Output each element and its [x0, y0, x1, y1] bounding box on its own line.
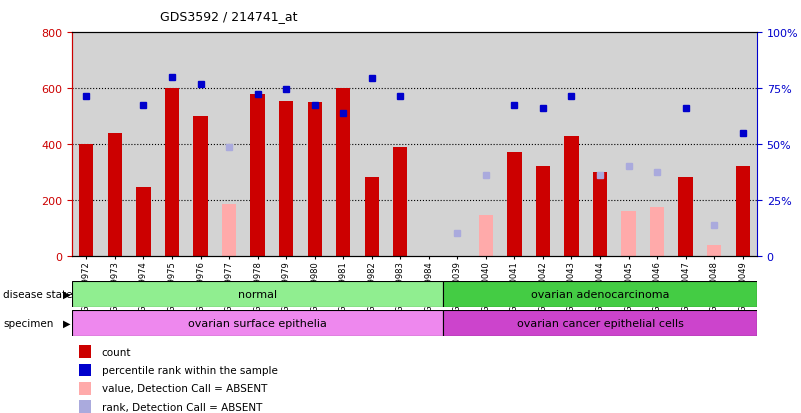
- Bar: [222, 204, 236, 256]
- Text: value, Detection Call = ABSENT: value, Detection Call = ABSENT: [102, 383, 267, 394]
- Bar: [79, 145, 94, 256]
- Bar: [72, 281, 443, 308]
- Text: rank, Detection Call = ABSENT: rank, Detection Call = ABSENT: [102, 402, 262, 412]
- Bar: [79, 382, 91, 395]
- Bar: [393, 147, 408, 256]
- Text: ▶: ▶: [62, 318, 70, 328]
- Text: percentile rank within the sample: percentile rank within the sample: [102, 365, 277, 375]
- Bar: [443, 281, 757, 308]
- Bar: [650, 207, 664, 256]
- Text: ovarian surface epithelia: ovarian surface epithelia: [188, 318, 327, 328]
- Bar: [735, 167, 750, 256]
- Text: normal: normal: [238, 289, 277, 299]
- Bar: [308, 103, 322, 256]
- Text: specimen: specimen: [3, 318, 54, 328]
- Text: ovarian adenocarcinoma: ovarian adenocarcinoma: [531, 289, 670, 299]
- Text: GDS3592 / 214741_at: GDS3592 / 214741_at: [160, 10, 298, 23]
- Bar: [507, 153, 521, 256]
- Bar: [251, 95, 264, 256]
- Bar: [536, 167, 550, 256]
- Bar: [72, 310, 443, 337]
- Bar: [622, 211, 636, 256]
- Text: disease state: disease state: [3, 290, 73, 299]
- Bar: [336, 89, 350, 256]
- Bar: [136, 188, 151, 256]
- Bar: [707, 245, 721, 256]
- Bar: [565, 136, 578, 256]
- Bar: [678, 178, 693, 256]
- Bar: [593, 173, 607, 256]
- Bar: [108, 133, 122, 256]
- Text: ovarian cancer epithelial cells: ovarian cancer epithelial cells: [517, 318, 683, 328]
- Bar: [79, 400, 91, 413]
- Text: count: count: [102, 347, 131, 357]
- Bar: [79, 364, 91, 377]
- Bar: [479, 216, 493, 256]
- Bar: [193, 116, 207, 256]
- Bar: [443, 310, 757, 337]
- Bar: [79, 346, 91, 358]
- Bar: [165, 89, 179, 256]
- Text: ▶: ▶: [62, 290, 70, 299]
- Bar: [364, 178, 379, 256]
- Bar: [279, 101, 293, 256]
